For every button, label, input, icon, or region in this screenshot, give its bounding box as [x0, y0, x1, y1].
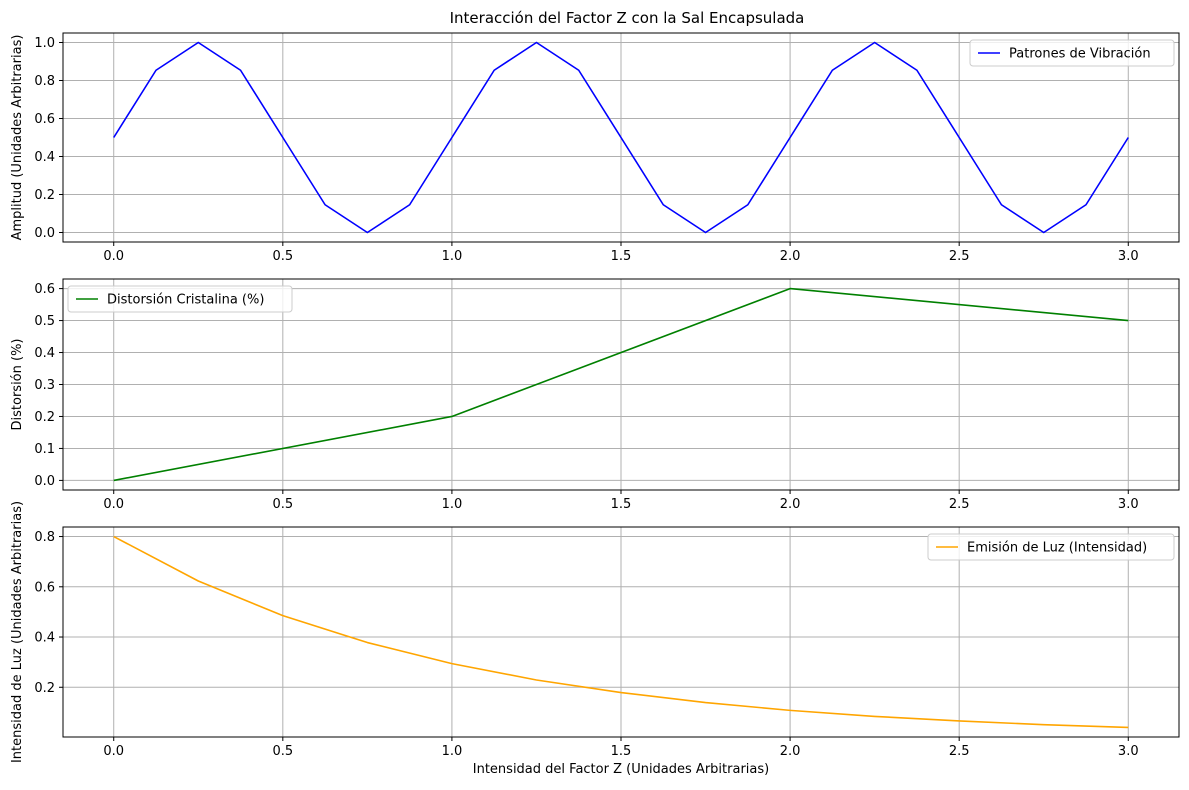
y-tick-label: 0.8: [34, 530, 55, 545]
x-tick-label: 0.5: [272, 249, 293, 264]
y-tick-label: 0.4: [34, 150, 55, 165]
x-tick-label: 3.0: [1118, 744, 1139, 759]
x-tick-label: 3.0: [1118, 497, 1139, 512]
x-tick-label: 1.0: [442, 249, 463, 264]
subplot-2: 0.0 0.5 1.0 1.5 2.0 2.5 3.0 0.0 0.1 0.2 0.3 0.4 0.5 0…: [10, 278, 1180, 512]
chart-title: Interacción del Factor Z con la Sal Enca…: [450, 9, 805, 27]
legend-label: Patrones de Vibración: [1009, 47, 1151, 62]
x-tick-label: 2.5: [949, 744, 970, 759]
y-tick-label: 0.1: [34, 442, 55, 457]
series-line: [113, 287, 1129, 482]
x-tick-label: 0.5: [272, 497, 293, 512]
y-tick-label: 0.8: [34, 74, 55, 89]
y-tick-label: 0.5: [34, 314, 55, 329]
y-tick-label: 0.6: [34, 112, 55, 127]
subplot-3: 0.0 0.5 1.0 1.5 2.0 2.5 3.0 0.2 0.4 0.6 0.8 Intensi…: [10, 501, 1180, 777]
x-tick-label: 1.5: [611, 249, 632, 264]
x-tick-label: 2.5: [949, 497, 970, 512]
x-tick-label: 1.5: [611, 744, 632, 759]
series-line: [113, 535, 1129, 729]
legend: Distorsión Cristalina (%): [67, 285, 293, 313]
x-tick-label: 2.0: [780, 249, 801, 264]
y-tick-label: 0.2: [34, 681, 55, 696]
x-axis-label: Intensidad del Factor Z (Unidades Arbitr…: [473, 762, 769, 777]
x-tick-label: 2.0: [780, 744, 801, 759]
legend: Patrones de Vibración: [969, 39, 1175, 67]
y-tick-label: 0.2: [34, 410, 55, 425]
x-tick-label: 1.5: [611, 497, 632, 512]
x-tick-label: 0.5: [272, 744, 293, 759]
legend-box: [969, 39, 1175, 67]
axes-frame: [62, 32, 1180, 243]
axes-frame: [62, 526, 1180, 738]
subplot-1: 0.0 0.5 1.0 1.5 2.0 2.5 3.0 0.0 0.2 0.4 0.6 0.8 1.0 A…: [10, 32, 1180, 264]
x-tick-label: 1.0: [442, 744, 463, 759]
y-tick-label: 0.6: [34, 282, 55, 297]
series-line: [113, 41, 1129, 234]
y-tick-label: 0.4: [34, 346, 55, 361]
y-tick-label: 0.3: [34, 378, 55, 393]
y-tick-label: 1.0: [34, 36, 55, 51]
y-tick-label: 0.4: [34, 631, 55, 646]
legend: Emisión de Luz (Intensidad): [927, 533, 1175, 561]
y-axis-label: Distorsión (%): [10, 339, 25, 431]
x-tick-label: 1.0: [442, 497, 463, 512]
y-tick-label: 0.0: [34, 474, 55, 489]
y-axis-label: Intensidad de Luz (Unidades Arbitrarias): [10, 501, 25, 763]
x-tick-label: 0.0: [103, 249, 124, 264]
legend-box: [927, 533, 1175, 561]
x-tick-label: 2.0: [780, 497, 801, 512]
x-tick-label: 3.0: [1118, 249, 1139, 264]
y-tick-label: 0.6: [34, 580, 55, 595]
y-axis-label: Amplitud (Unidades Arbitrarias): [10, 35, 25, 241]
x-tick-label: 2.5: [949, 249, 970, 264]
legend-box: [67, 285, 293, 313]
axes-frame: [62, 278, 1180, 491]
x-tick-label: 0.0: [103, 497, 124, 512]
x-tick-label: 0.0: [103, 744, 124, 759]
legend-label: Distorsión Cristalina (%): [107, 293, 264, 308]
y-tick-label: 0.0: [34, 226, 55, 241]
y-tick-label: 0.2: [34, 188, 55, 203]
legend-label: Emisión de Luz (Intensidad): [967, 541, 1147, 556]
